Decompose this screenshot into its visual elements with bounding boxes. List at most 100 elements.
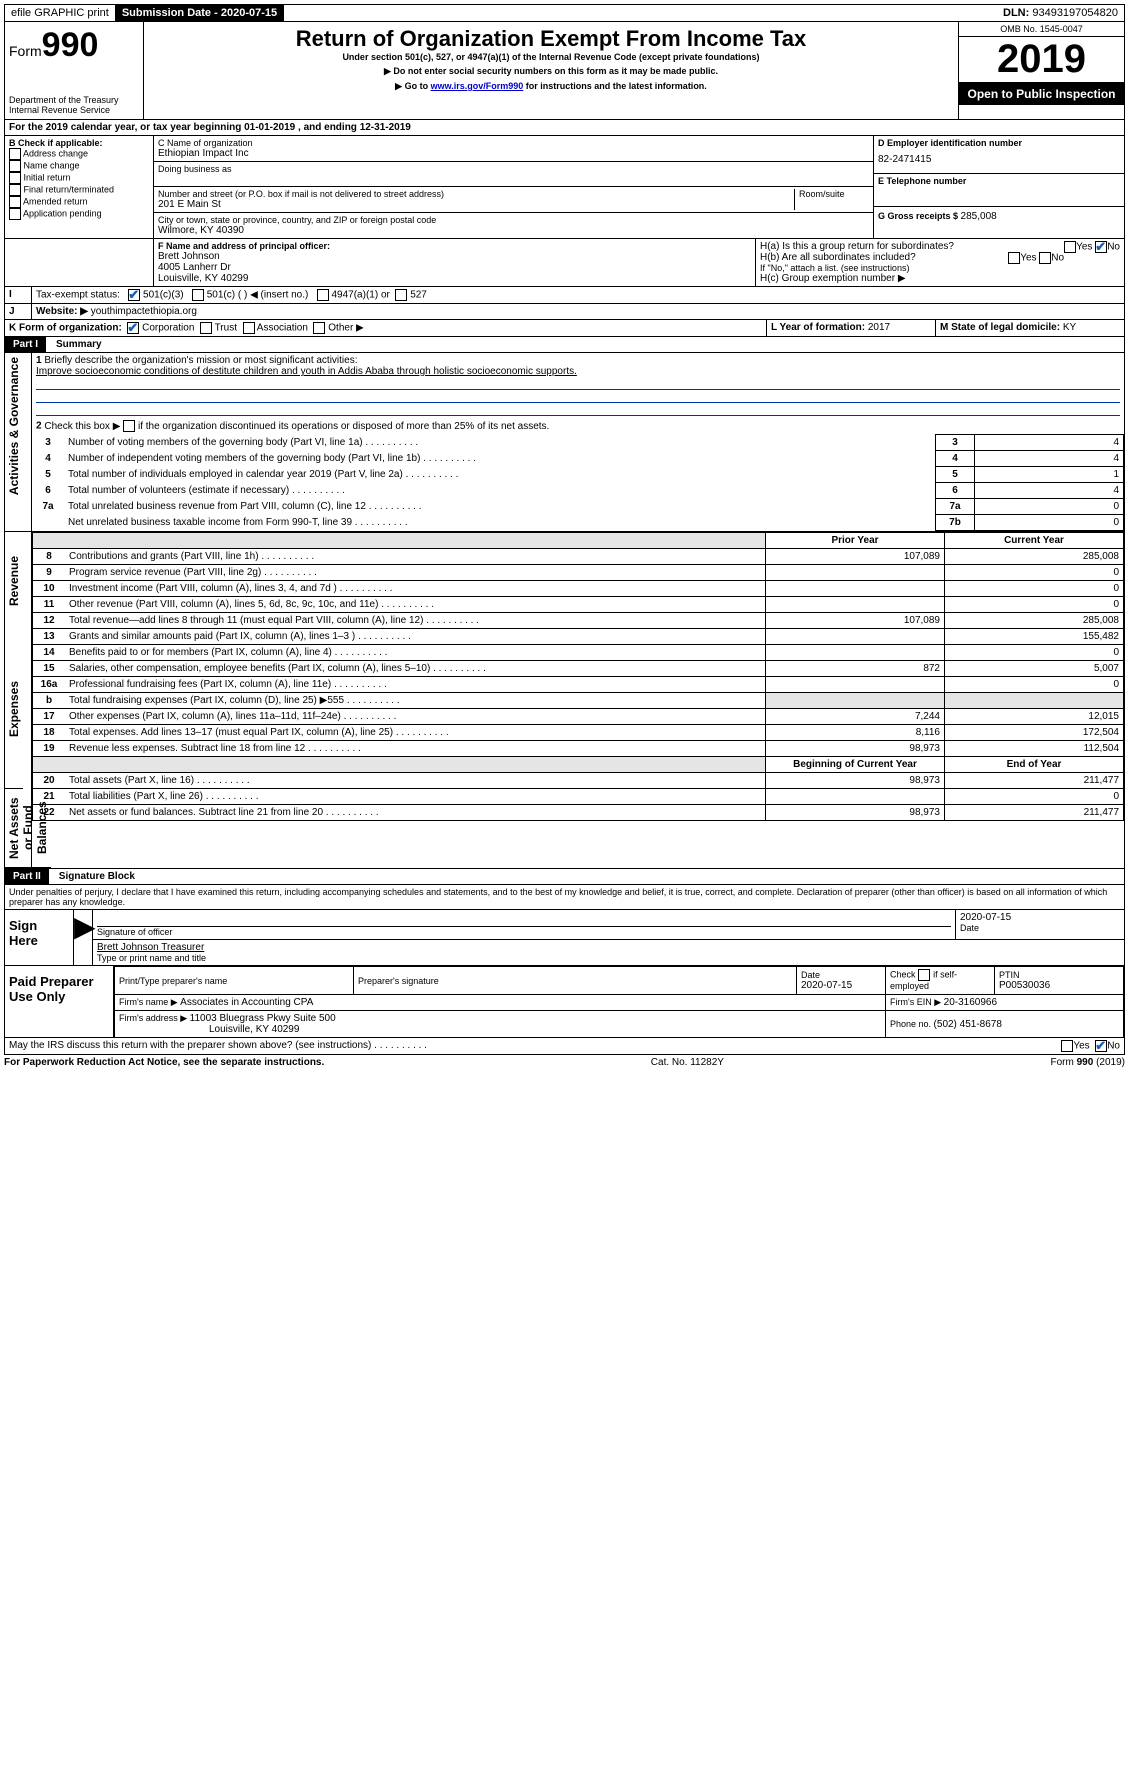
vlabel-rev: Revenue [5,532,23,630]
summary-row: 3 Number of voting members of the govern… [32,435,1124,451]
footer-right: Form 990 (2019) [1051,1057,1125,1068]
ha-no-checked[interactable] [1095,241,1107,253]
sign-here-block: Sign Here ▶ Signature of officer 2020-07… [4,910,1125,966]
type-name-label: Type or print name and title [97,953,1120,963]
b-opt[interactable]: Name change [9,160,149,172]
b-opt[interactable]: Address change [9,148,149,160]
submission-date: Submission Date - 2020-07-15 [116,5,284,21]
perjury-text: Under penalties of perjury, I declare th… [5,885,1124,909]
vlabel-na: Net Assets or Fund Balances [5,789,51,868]
part1-title: Summary [46,339,102,350]
dept-treasury: Department of the Treasury [9,95,139,105]
page-footer: For Paperwork Reduction Act Notice, see … [4,1055,1125,1068]
corp-checked[interactable] [127,322,139,334]
h-b: H(b) Are all subordinates included? Yes … [760,252,1120,263]
officer-name: Brett Johnson [158,251,751,262]
ag-table: 3 Number of voting members of the govern… [32,434,1124,531]
column-header-row: Beginning of Current YearEnd of Year [33,757,1124,773]
tax-exempt-status: Tax-exempt status: 501(c)(3) 501(c) ( ) … [32,287,1124,303]
tax-year: 2019 [959,37,1124,83]
financial-row: 12Total revenue—add lines 8 through 11 (… [33,613,1124,629]
g-label: G Gross receipts $ [878,211,961,221]
financial-row: 20Total assets (Part X, line 16)98,97321… [33,773,1124,789]
dba-label: Doing business as [158,164,869,174]
b-opt[interactable]: Application pending [9,208,149,220]
financial-row: 9Program service revenue (Part VIII, lin… [33,565,1124,581]
summary-row: 5 Total number of individuals employed i… [32,467,1124,483]
city-state-zip: Wilmore, KY 40390 [158,225,869,236]
summary-row: 7a Total unrelated business revenue from… [32,499,1124,515]
footer-left: For Paperwork Reduction Act Notice, see … [4,1057,324,1068]
financial-row: 21Total liabilities (Part X, line 26)0 [33,789,1124,805]
period-line: For the 2019 calendar year, or tax year … [5,120,1124,135]
date-label: Date [960,923,1120,933]
sign-here-label: Sign Here [5,910,74,965]
paid-preparer-block: Paid Preparer Use Only Print/Type prepar… [4,966,1125,1038]
financial-row: 10Investment income (Part VIII, column (… [33,581,1124,597]
part1-header: Part I [5,337,46,352]
e-label: E Telephone number [878,176,1120,186]
b-opt[interactable]: Amended return [9,196,149,208]
b-opt[interactable]: Initial return [9,172,149,184]
firm-addr1: 11003 Bluegrass Pkwy Suite 500 [190,1013,336,1024]
l-year: L Year of formation: 2017 [767,320,936,336]
vlabel-ag: Activities & Governance [5,353,23,499]
dln: DLN: 93493197054820 [997,5,1124,21]
firm-ein: 20-3160966 [944,997,997,1008]
firm-name: Associates in Accounting CPA [180,997,313,1008]
paid-preparer-label: Paid Preparer Use Only [5,966,114,1037]
firm-addr2: Louisville, KY 40299 [119,1024,299,1035]
financial-row: 17Other expenses (Part IX, column (A), l… [33,709,1124,725]
preparer-table: Print/Type preparer's name Preparer's si… [114,966,1124,1037]
ein: 82-2471415 [878,148,1120,171]
omb-no: OMB No. 1545-0047 [959,22,1124,37]
efile-label: efile GRAPHIC print [5,5,116,21]
subtitle-3: ▶ Go to www.irs.gov/Form990 for instruct… [148,81,954,92]
street-address: 201 E Main St [158,199,790,210]
financial-row: 13Grants and similar amounts paid (Part … [33,629,1124,645]
firm-phone: (502) 451-8678 [934,1019,1002,1030]
form-title: Return of Organization Exempt From Incom… [148,26,954,52]
city-label: City or town, state or province, country… [158,215,869,225]
h-b2: If "No," attach a list. (see instruction… [760,263,1120,273]
officer-addr1: 4005 Lanherr Dr [158,262,751,273]
irs-link[interactable]: www.irs.gov/Form990 [431,81,524,91]
c-name-label: C Name of organization [158,138,869,148]
telephone [878,186,1120,204]
d-label: D Employer identification number [878,138,1120,148]
subtitle-2: ▶ Do not enter social security numbers o… [148,66,954,77]
financial-table: Prior YearCurrent Year8Contributions and… [32,532,1124,821]
b-opt[interactable]: Final return/terminated [9,184,149,196]
mission-text: Improve socioeconomic conditions of dest… [36,366,577,377]
financial-row: 22Net assets or fund balances. Subtract … [33,805,1124,821]
financial-row: 8Contributions and grants (Part VIII, li… [33,549,1124,565]
gross-receipts: 285,008 [961,211,997,222]
financial-row: bTotal fundraising expenses (Part IX, co… [33,693,1124,709]
discuss-no-checked[interactable] [1095,1040,1107,1052]
501c3-checked[interactable] [128,289,140,301]
column-header-row: Prior YearCurrent Year [33,533,1124,549]
discuss-row: May the IRS discuss this return with the… [5,1038,1124,1054]
part2-title: Signature Block [49,871,135,882]
financial-row: 18Total expenses. Add lines 13–17 (must … [33,725,1124,741]
addr-label: Number and street (or P.O. box if mail i… [158,189,790,199]
f-label: F Name and address of principal officer: [158,241,751,251]
part2-header: Part II [5,869,49,884]
irs: Internal Revenue Service [9,105,139,115]
summary-row: 6 Total number of volunteers (estimate i… [32,483,1124,499]
section-bcdeg: B Check if applicable: Address change Na… [4,136,1125,239]
q1-label: Briefly describe the organization's miss… [44,355,357,366]
financial-row: 14Benefits paid to or for members (Part … [33,645,1124,661]
sig-officer-label: Signature of officer [97,927,951,937]
form-header: Form990 Department of the Treasury Inter… [4,22,1125,120]
open-public: Open to Public Inspection [959,83,1124,105]
k-form-org: K Form of organization: Corporation Trus… [5,320,767,336]
website-value: youthimpactethiopia.org [91,306,197,317]
financial-row: 19Revenue less expenses. Subtract line 1… [33,741,1124,757]
top-bar: efile GRAPHIC print Submission Date - 20… [4,4,1125,22]
officer-addr2: Louisville, KY 40299 [158,273,751,284]
footer-mid: Cat. No. 11282Y [651,1057,724,1068]
section-fh: F Name and address of principal officer:… [4,239,1125,287]
financial-row: 11Other revenue (Part VIII, column (A), … [33,597,1124,613]
officer-typed-name: Brett Johnson Treasurer [97,942,1120,953]
